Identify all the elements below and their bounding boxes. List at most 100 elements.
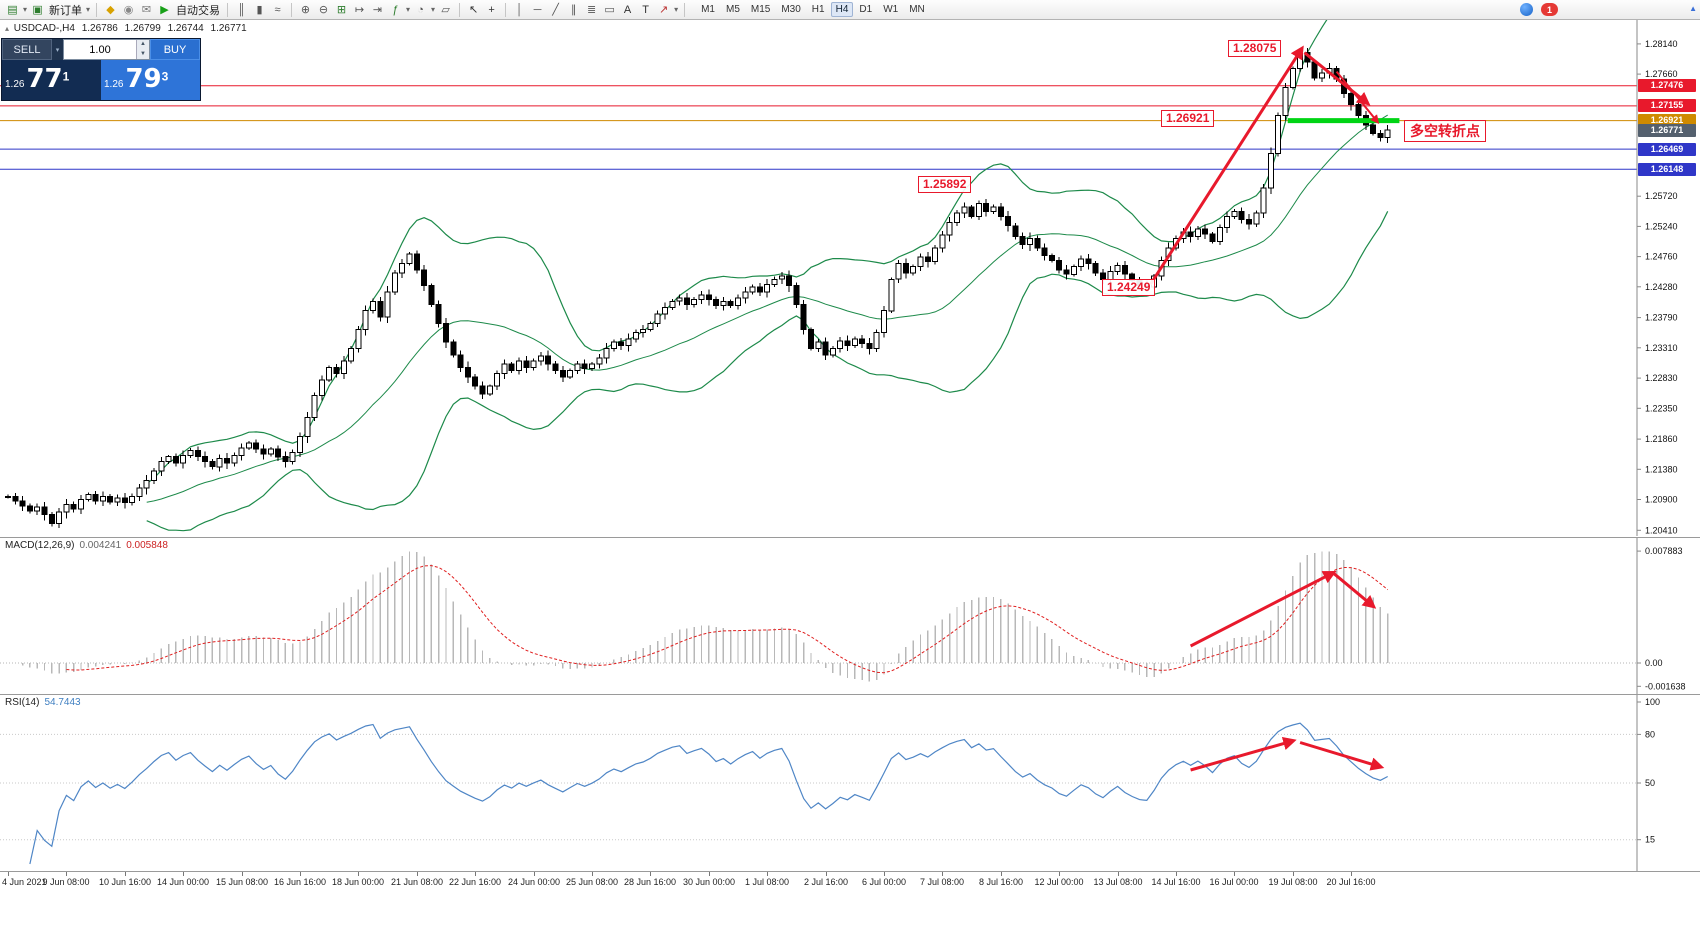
bollinger-bands (146, 20, 1389, 532)
timeframe-m1-button[interactable]: M1 (701, 4, 715, 15)
macd-arrows[interactable] (1189, 570, 1377, 648)
ask-prefix: 1.26 (104, 79, 124, 90)
zoom-out-icon[interactable]: ⊖ (318, 4, 329, 16)
shapes-icon[interactable]: ▭ (604, 4, 615, 16)
macd-indicator-panel: 0.007883 0.00 -0.001638 (0, 537, 1700, 694)
main-chart-canvas[interactable]: 1.28140 1.27660 1.25720 1.25240 1.24760 1.242… (0, 20, 1700, 537)
new-chart-icon[interactable]: ▤ (7, 4, 18, 16)
timeframe-m5-button[interactable]: M5 (725, 4, 740, 15)
new-chart-caret-icon[interactable]: ▾ (23, 5, 28, 14)
bar-chart-type-icon[interactable]: ║ (237, 3, 246, 16)
symbol-title: USDCAD-,H4 (13, 23, 75, 34)
toolbar-overflow-icon[interactable]: ▲ (1689, 4, 1697, 13)
timeframe-m30-button[interactable]: M30 (781, 4, 801, 15)
svg-text:1.20410: 1.20410 (1645, 525, 1678, 535)
svg-text:15: 15 (1645, 835, 1655, 845)
svg-text:50: 50 (1645, 778, 1655, 788)
templates-icon[interactable]: ▱ (441, 4, 450, 16)
rsi-axis[interactable]: 100 80 50 15 (1636, 695, 1660, 871)
time-tick (767, 872, 768, 876)
svg-text:0.00: 0.00 (1645, 658, 1663, 668)
buy-button[interactable]: BUY (150, 39, 200, 60)
timeframe-d1-button[interactable]: D1 (859, 4, 873, 15)
time-axis[interactable]: 4 Jun 2021 9 Jun 08:00 10 Jun 16:00 14 Jun … (0, 871, 1700, 891)
timeframe-h1-button[interactable]: H1 (811, 4, 825, 15)
timeframe-w1-button[interactable]: W1 (883, 4, 899, 15)
ask-price-button[interactable]: 1.26793 (101, 60, 200, 100)
bid-price-button[interactable]: 1.26771 (2, 60, 101, 100)
volume-step-down-icon[interactable]: ▼ (137, 49, 149, 59)
horizontal-line-icon[interactable]: ─ (533, 3, 542, 16)
timeframe-mn-button[interactable]: MN (909, 4, 925, 15)
volume-dropdown-caret-icon[interactable]: ▾ (52, 39, 63, 60)
channel-icon[interactable]: ∥ (570, 4, 577, 16)
toolbar-separator (291, 2, 293, 17)
svg-text:0.007883: 0.007883 (1645, 546, 1683, 556)
time-axis-label: 16 Jun 16:00 (273, 877, 327, 887)
toolbar-separator (227, 2, 229, 17)
rsi-canvas[interactable]: 100 80 50 15 (0, 695, 1700, 871)
alerts-icon[interactable]: ◉ (123, 4, 134, 16)
time-periods-icon[interactable]: ◔ (417, 3, 424, 16)
svg-text:1.23310: 1.23310 (1645, 343, 1678, 353)
cursor-icon[interactable]: ↖ (468, 4, 479, 16)
objects-caret-icon[interactable]: ▾ (674, 5, 679, 14)
chart-shift-icon[interactable]: ⇥ (372, 4, 383, 16)
macd-axis[interactable]: 0.007883 0.00 -0.001638 (1636, 538, 1686, 694)
time-axis-label: 12 Jul 00:00 (1034, 877, 1084, 887)
svg-text:1.24760: 1.24760 (1645, 252, 1678, 262)
time-axis-label: 28 Jun 16:00 (623, 877, 677, 887)
time-axis-label: 16 Jul 00:00 (1209, 877, 1259, 887)
indicators-icon[interactable]: ƒ (392, 3, 399, 16)
trendline-icon[interactable]: ╱ (552, 4, 559, 16)
horizontal-level-lines[interactable] (0, 85, 1637, 170)
sell-button[interactable]: SELL (2, 39, 52, 60)
notification-badge[interactable]: 1 (1541, 3, 1558, 16)
bar-low-value: 1.26744 (167, 23, 204, 34)
price-axis[interactable]: 1.28140 1.27660 1.25720 1.25240 1.24760 1.242… (1636, 20, 1678, 536)
text-label-icon[interactable]: T (642, 3, 649, 16)
line-chart-type-icon[interactable]: ≈ (274, 3, 281, 16)
new-order-label[interactable]: 新订单 (49, 4, 83, 17)
svg-text:1.28140: 1.28140 (1645, 39, 1678, 49)
periods-caret-icon[interactable]: ▾ (431, 5, 436, 14)
time-axis-label: 7 Jul 08:00 (919, 877, 965, 887)
text-icon[interactable]: A (623, 3, 632, 16)
time-axis-label: 2 Jul 16:00 (803, 877, 849, 887)
svg-text:1.23790: 1.23790 (1645, 313, 1678, 323)
community-icon[interactable] (1520, 3, 1533, 16)
macd-main-value: 0.004241 (79, 540, 122, 551)
indicators-caret-icon[interactable]: ▾ (406, 5, 411, 14)
new-order-caret-icon[interactable]: ▾ (86, 5, 91, 14)
volume-input[interactable] (64, 40, 136, 59)
timeframe-m15-button[interactable]: M15 (750, 4, 771, 15)
one-click-trading-panel: SELL ▾ ▲ ▼ BUY 1.26771 1.26793 (1, 38, 201, 101)
candlestick-chart-type-icon[interactable]: ▮ (256, 4, 263, 16)
time-tick (8, 872, 9, 876)
arrows-tool-icon[interactable]: ↗ (658, 4, 669, 16)
new-order-icon[interactable]: ▣ (32, 4, 43, 16)
autotrade-label[interactable]: 自动交易 (176, 4, 221, 17)
svg-text:1.22830: 1.22830 (1645, 373, 1678, 383)
auto-scroll-icon[interactable]: ↦ (354, 4, 365, 16)
zoom-in-icon[interactable]: ⊕ (300, 4, 311, 16)
autotrade-play-icon[interactable]: ▶ (160, 4, 169, 16)
time-tick (417, 872, 418, 876)
rsi-arrows[interactable] (1190, 736, 1385, 772)
chart-ohlc-readout: ▴ USDCAD-,H4 1.26786 1.26799 1.26744 1.2… (5, 23, 251, 34)
macd-canvas[interactable]: 0.007883 0.00 -0.001638 (0, 538, 1700, 694)
crosshair-icon[interactable]: + (488, 3, 495, 16)
mailbox-icon[interactable]: ✉ (141, 4, 152, 16)
timeframe-h4-button[interactable]: H4 (830, 2, 854, 17)
volume-step-up-icon[interactable]: ▲ (137, 40, 149, 50)
tile-windows-icon[interactable]: ⊞ (336, 4, 347, 16)
vertical-line-icon[interactable]: │ (516, 3, 523, 16)
volume-field-wrap: ▲ ▼ (63, 39, 150, 60)
fibonacci-icon[interactable]: ≣ (586, 4, 597, 16)
time-tick (826, 872, 827, 876)
trend-arrows[interactable] (1149, 45, 1380, 286)
mql5-market-icon[interactable]: ◆ (106, 4, 115, 16)
time-tick (709, 872, 710, 876)
svg-text:1.25720: 1.25720 (1645, 191, 1678, 201)
trade-panel-quotes: 1.26771 1.26793 (2, 60, 200, 100)
